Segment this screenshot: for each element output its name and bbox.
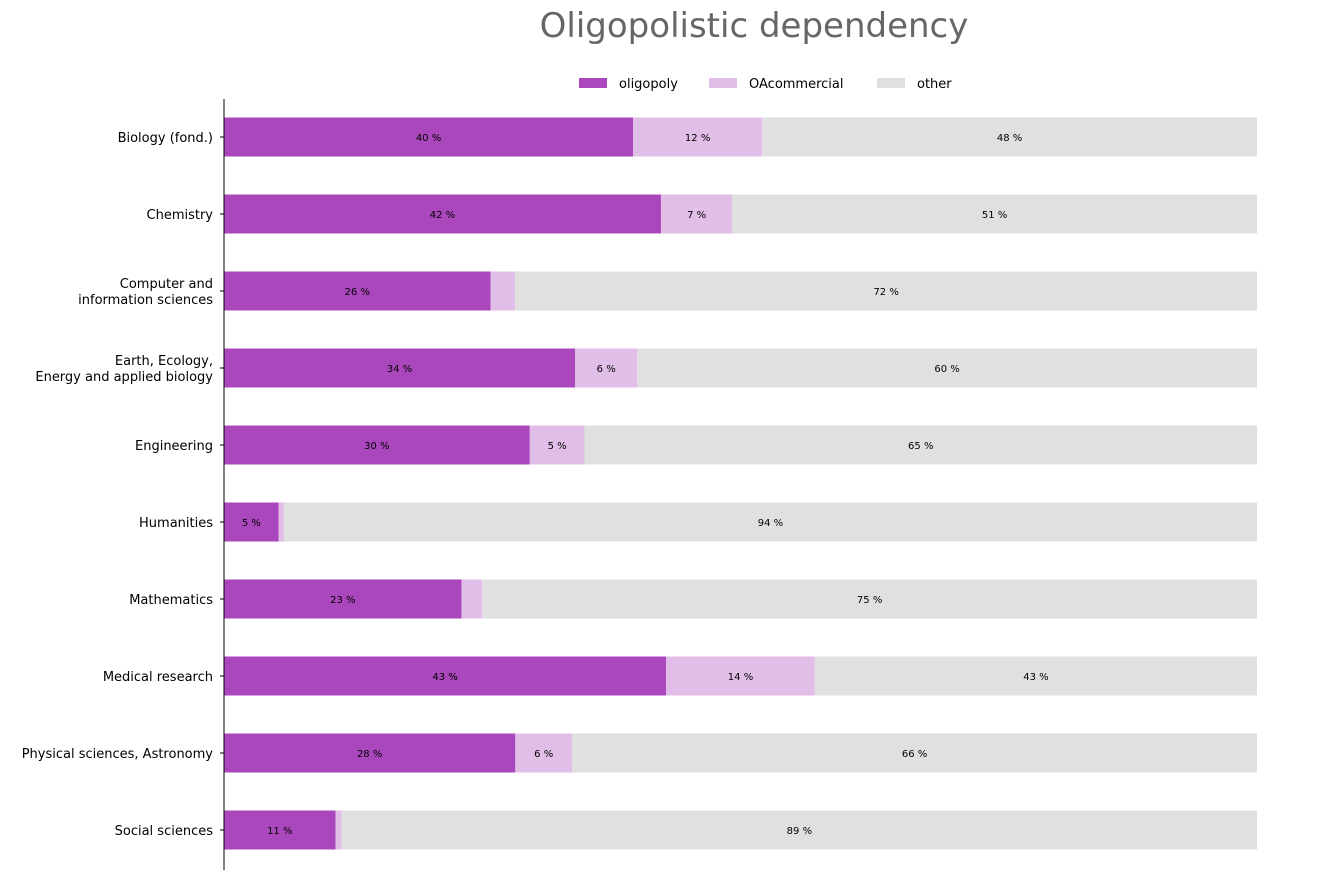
bar-other [814,656,1257,696]
bar-oacommercial [461,579,483,619]
bar-oacommercial [335,810,342,850]
category-label: Humanities [139,516,213,531]
data-label-other: 94 % [758,518,783,529]
category-label: Earth, Ecology, [115,354,213,369]
bars-group: 40 % 12 % 48 % 42 % 7 % 51 % 26 % 72 % 34 % 6 % 60… [224,117,1257,850]
bar-other [572,733,1257,773]
category-label: Social sciences [115,824,214,839]
data-label-oligopoly: 42 % [430,210,455,221]
bar-other [584,425,1257,465]
data-label-oligopoly: 34 % [387,364,412,375]
category-label: information sciences [78,293,213,308]
category-label: Computer and [120,277,213,292]
data-label-other: 72 % [873,287,898,298]
bar-oacommercial [529,425,585,465]
data-label-other: 48 % [997,133,1022,144]
category-label: Mathematics [129,593,213,608]
data-label-oligopoly: 11 % [267,826,292,837]
data-label-oacommercial: 7 % [687,210,706,221]
data-label-oligopoly: 23 % [330,595,355,606]
bar-other [283,502,1257,542]
bar-oligopoly [224,502,279,542]
bar-oacommercial [633,117,763,157]
bar-oligopoly [224,810,336,850]
chart-title: Oligopolistic dependency [540,6,969,46]
data-label-other: 51 % [982,210,1007,221]
data-label-oligopoly: 30 % [364,441,389,452]
data-label-other: 65 % [908,441,933,452]
data-label-oacommercial: 6 % [534,749,553,760]
category-label: Energy and applied biology [35,370,213,385]
data-label-other: 89 % [787,826,812,837]
data-label-oacommercial: 14 % [728,672,753,683]
legend-swatch-oligopoly [579,78,607,88]
bar-oligopoly [224,117,634,157]
data-label-oligopoly: 28 % [357,749,382,760]
bar-oacommercial [660,194,733,234]
data-label-oacommercial: 6 % [597,364,616,375]
bar-oacommercial [515,733,573,773]
category-label: Medical research [103,670,213,685]
data-label-oacommercial: 5 % [548,441,567,452]
data-label-other: 60 % [934,364,959,375]
bar-oacommercial [490,271,516,311]
bar-oligopoly [224,271,491,311]
data-label-oacommercial: 12 % [685,133,710,144]
bar-oligopoly [224,733,516,773]
bar-oacommercial [666,656,815,696]
data-label-other: 43 % [1023,672,1048,683]
bar-other [515,271,1257,311]
legend: oligopoly OAcommercial other [579,77,952,92]
category-label: Physical sciences, Astronomy [22,747,214,762]
legend-label-oligopoly: oligopoly [619,77,678,92]
bar-oligopoly [224,194,661,234]
data-label-oligopoly: 40 % [416,133,441,144]
bar-other [482,579,1257,619]
bar-other [341,810,1257,850]
data-label-other: 75 % [857,595,882,606]
bar-other [637,348,1257,388]
category-label: Engineering [135,439,213,454]
data-label-oligopoly: 5 % [242,518,261,529]
data-label-other: 66 % [902,749,927,760]
bar-other [732,194,1257,234]
bar-oligopoly [224,579,462,619]
category-label: Biology (fond.) [118,131,213,146]
data-label-oligopoly: 26 % [345,287,370,298]
legend-label-other: other [917,77,952,92]
data-label-oligopoly: 43 % [432,672,457,683]
legend-swatch-oacommercial [709,78,737,88]
legend-label-oacommercial: OAcommercial [749,77,844,92]
bar-oligopoly [224,348,576,388]
bar-oligopoly [224,425,530,465]
category-label: Chemistry [147,208,214,223]
bar-oacommercial [278,502,284,542]
legend-swatch-other [877,78,905,88]
bar-oligopoly [224,656,667,696]
bar-oacommercial [575,348,638,388]
bar-other [762,117,1257,157]
category-labels: Biology (fond.) Chemistry Computer and inf… [22,131,224,839]
